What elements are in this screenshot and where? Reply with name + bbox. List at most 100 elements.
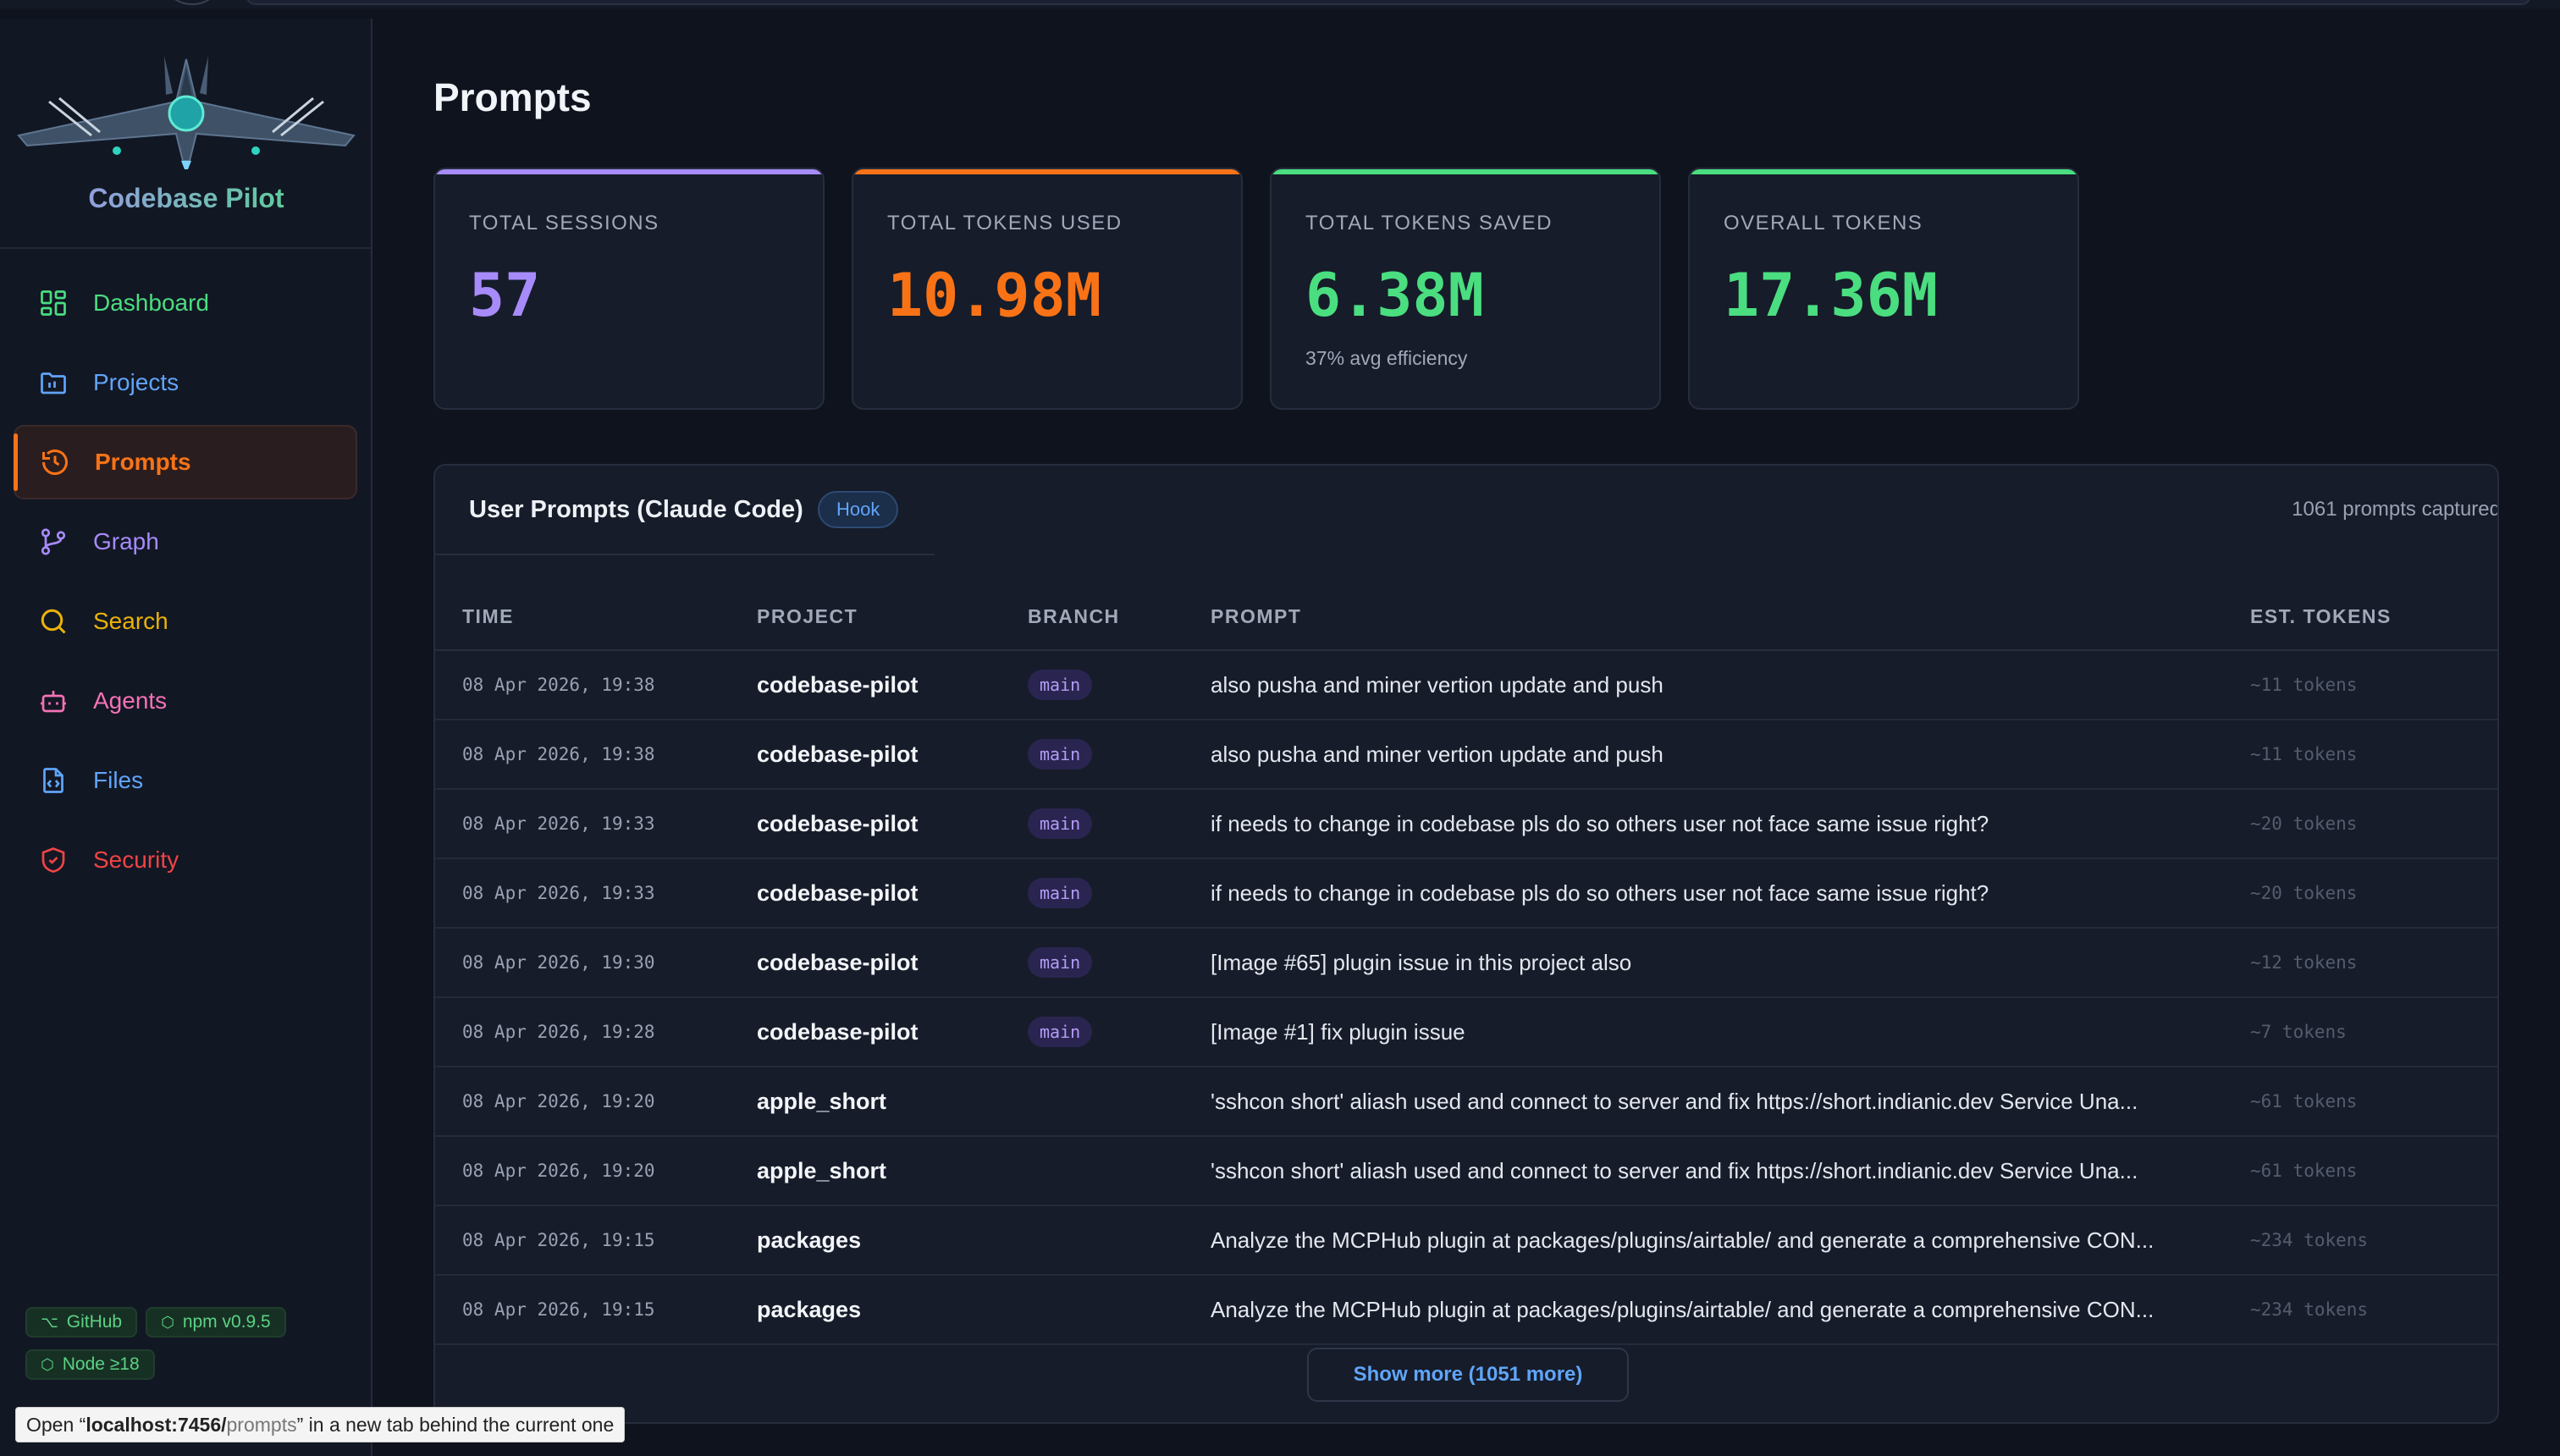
status-path: prompts <box>226 1414 297 1436</box>
sidebar-item-files[interactable]: Files <box>14 743 357 818</box>
cell-branch: main <box>1028 928 1211 998</box>
cell-project: codebase-pilot <box>757 928 1028 998</box>
sidebar-item-dashboard[interactable]: Dashboard <box>14 266 357 340</box>
stat-accent <box>853 169 1241 174</box>
show-more-button[interactable]: Show more (1051 more) <box>1307 1348 1629 1402</box>
cell-project: apple_short <box>757 1067 1028 1137</box>
package-icon: ⬡ <box>161 1313 174 1331</box>
github-badge-label: GitHub <box>66 1312 123 1332</box>
stat-card-overall-tokens: OVERALL TOKENS 17.36M <box>1688 168 2079 410</box>
stat-label: TOTAL SESSIONS <box>469 212 659 234</box>
npm-badge-label: npm v0.9.5 <box>182 1312 271 1332</box>
cell-branch <box>1028 1205 1211 1276</box>
cell-prompt: [Image #1] fix plugin issue <box>1211 997 2250 1067</box>
stat-value: 10.98M <box>887 261 1101 330</box>
stat-label: TOTAL TOKENS SAVED <box>1305 212 1553 234</box>
table-row[interactable]: 08 Apr 2026, 19:30 codebase-pilot main [Ima… <box>435 928 2497 998</box>
cell-tokens: ~61 tokens <box>2250 1067 2497 1137</box>
column-header-prompt[interactable]: PROMPT <box>1211 584 2250 651</box>
cell-tokens: ~61 tokens <box>2250 1136 2497 1206</box>
stat-accent <box>435 169 823 174</box>
cell-time: 08 Apr 2026, 19:33 <box>435 789 757 859</box>
cell-time: 08 Apr 2026, 19:38 <box>435 650 757 720</box>
table-row[interactable]: 08 Apr 2026, 19:15 packages Analyze the MC… <box>435 1275 2497 1345</box>
stat-card-sessions: TOTAL SESSIONS 57 <box>433 168 825 410</box>
cell-branch <box>1028 1275 1211 1345</box>
sidebar-item-projects[interactable]: Projects <box>14 345 357 420</box>
cell-prompt: if needs to change in codebase pls do so… <box>1211 789 2250 859</box>
cell-prompt: 'sshcon short' aliash used and connect t… <box>1211 1067 2250 1137</box>
cell-tokens: ~12 tokens <box>2250 928 2497 998</box>
sidebar-item-agents[interactable]: Agents <box>14 664 357 738</box>
shield-icon <box>37 844 69 876</box>
file-code-icon <box>37 764 69 797</box>
table-row[interactable]: 08 Apr 2026, 19:38 codebase-pilot main also… <box>435 650 2497 720</box>
cell-branch: main <box>1028 789 1211 859</box>
cell-prompt: [Image #65] plugin issue in this project… <box>1211 928 2250 998</box>
cell-branch <box>1028 1136 1211 1206</box>
cell-prompt: if needs to change in codebase pls do so… <box>1211 858 2250 929</box>
cell-branch: main <box>1028 997 1211 1067</box>
cell-time: 08 Apr 2026, 19:15 <box>435 1205 757 1276</box>
branch-badge: main <box>1028 808 1093 839</box>
column-header-branch[interactable]: BRANCH <box>1028 584 1211 651</box>
cell-project: packages <box>757 1205 1028 1276</box>
cell-time: 08 Apr 2026, 19:33 <box>435 858 757 929</box>
stat-accent <box>1690 169 2077 174</box>
cell-tokens: ~11 tokens <box>2250 650 2497 720</box>
sidebar-item-security[interactable]: Security <box>14 823 357 897</box>
hexagon-icon: ⬡ <box>41 1355 54 1373</box>
npm-badge[interactable]: ⬡ npm v0.9.5 <box>146 1307 286 1337</box>
column-header-project[interactable]: PROJECT <box>757 584 1028 651</box>
table-row[interactable]: 08 Apr 2026, 19:33 codebase-pilot main if n… <box>435 789 2497 859</box>
column-header-tokens[interactable]: EST. TOKENS <box>2250 584 2497 651</box>
cell-time: 08 Apr 2026, 19:20 <box>435 1136 757 1206</box>
stat-subtext: 37% avg efficiency <box>1305 347 1468 369</box>
link-status-tooltip: Open “localhost:7456/prompts” in a new t… <box>15 1407 626 1442</box>
cell-branch: main <box>1028 720 1211 790</box>
sidebar-item-label: Projects <box>93 369 179 395</box>
github-icon: ⌥ <box>41 1313 58 1331</box>
sidebar-item-prompts[interactable]: Prompts <box>14 425 357 499</box>
table-row[interactable]: 08 Apr 2026, 19:15 packages Analyze the MC… <box>435 1205 2497 1276</box>
table-row[interactable]: 08 Apr 2026, 19:20 apple_short 'sshcon sho… <box>435 1067 2497 1137</box>
hook-badge: Hook <box>818 491 899 528</box>
cell-tokens: ~20 tokens <box>2250 858 2497 929</box>
stat-label: TOTAL TOKENS USED <box>887 212 1123 234</box>
stat-value: 57 <box>469 261 541 330</box>
sidebar-item-search[interactable]: Search <box>14 584 357 659</box>
sidebar-item-label: Dashboard <box>93 290 209 316</box>
cell-time: 08 Apr 2026, 19:20 <box>435 1067 757 1137</box>
cell-project: packages <box>757 1275 1028 1345</box>
branch-badge: main <box>1028 878 1093 908</box>
cell-branch: main <box>1028 650 1211 720</box>
table-row[interactable]: 08 Apr 2026, 19:38 codebase-pilot main also… <box>435 720 2497 790</box>
cell-project: codebase-pilot <box>757 720 1028 790</box>
prompts-count: 1061 prompts captured <box>2292 498 2499 521</box>
browser-button[interactable] <box>169 0 215 5</box>
sidebar-item-graph[interactable]: Graph <box>14 505 357 579</box>
folder-icon <box>37 367 69 399</box>
cell-tokens: ~7 tokens <box>2250 997 2497 1067</box>
cell-tokens: ~234 tokens <box>2250 1275 2497 1345</box>
stat-card-tokens-saved: TOTAL TOKENS SAVED 6.38M 37% avg efficie… <box>1270 168 1661 410</box>
main-content: Prompts TOTAL SESSIONS 57 TOTAL TOKENS U… <box>372 0 2560 1456</box>
column-header-time[interactable]: TIME <box>435 584 757 651</box>
prompts-table: TIME PROJECT BRANCH PROMPT EST. TOKENS 0… <box>435 584 2497 1345</box>
panel-header: User Prompts (Claude Code) Hook 1061 pro… <box>435 466 2499 555</box>
table-row[interactable]: 08 Apr 2026, 19:28 codebase-pilot main [Ima… <box>435 997 2497 1067</box>
node-badge: ⬡ Node ≥18 <box>25 1349 155 1380</box>
github-badge[interactable]: ⌥ GitHub <box>25 1307 138 1337</box>
jet-logo-icon <box>17 56 356 169</box>
logo-area: Codebase Pilot <box>0 19 371 249</box>
cell-time: 08 Apr 2026, 19:15 <box>435 1275 757 1345</box>
node-badge-label: Node ≥18 <box>62 1354 140 1374</box>
search-icon <box>37 605 69 637</box>
table-row[interactable]: 08 Apr 2026, 19:33 codebase-pilot main if n… <box>435 858 2497 929</box>
cell-prompt: Analyze the MCPHub plugin at packages/pl… <box>1211 1205 2250 1276</box>
sidebar-item-label: Graph <box>93 528 159 554</box>
sidebar: Codebase Pilot Dashboard Projects Prompt… <box>0 19 372 1456</box>
table-row[interactable]: 08 Apr 2026, 19:20 apple_short 'sshcon sho… <box>435 1136 2497 1206</box>
cell-time: 08 Apr 2026, 19:38 <box>435 720 757 790</box>
branch-badge: main <box>1028 947 1093 978</box>
